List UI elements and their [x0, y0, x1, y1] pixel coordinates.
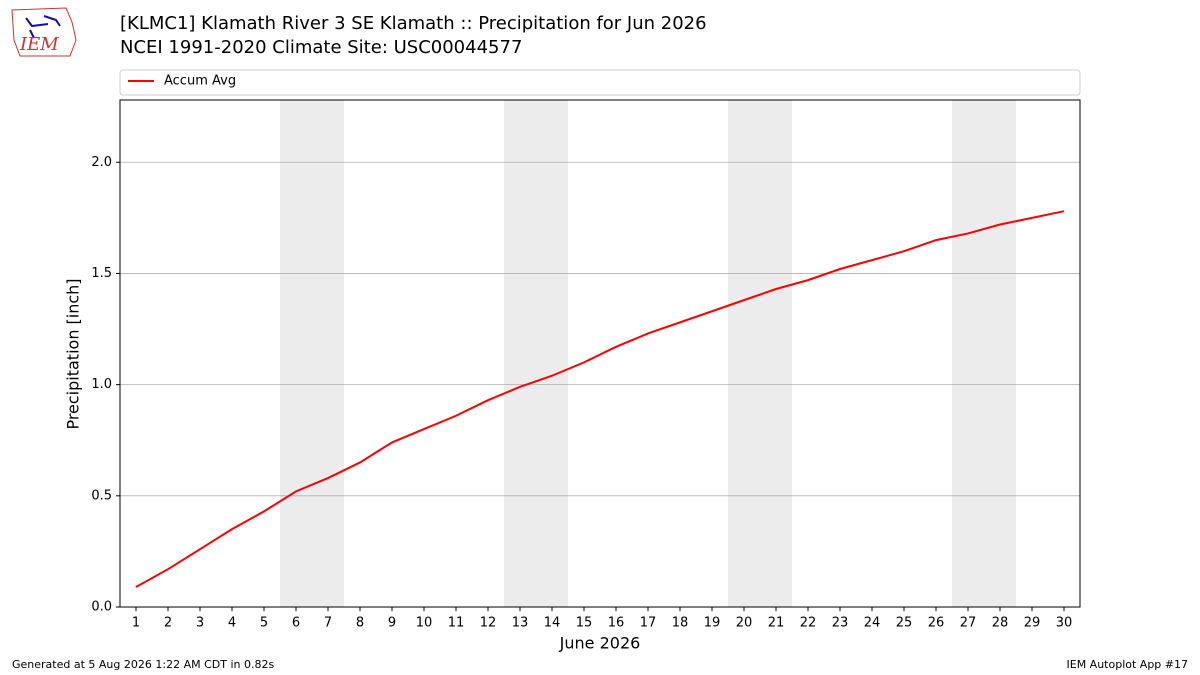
x-tick-label: 16 — [608, 616, 625, 631]
legend-box — [119, 69, 1081, 96]
footer-right: IEM Autoplot App #17 — [1067, 658, 1189, 671]
logo: IEM — [11, 7, 77, 57]
x-tick-label: 20 — [736, 616, 753, 631]
x-tick-label: 2 — [164, 616, 172, 631]
x-tick-label: 15 — [576, 616, 593, 631]
x-tick-label: 4 — [228, 616, 236, 631]
y-tick-label: 2.0 — [91, 155, 112, 170]
footer-left: Generated at 5 Aug 2026 1:22 AM CDT in 0… — [12, 658, 274, 671]
chart-subtitle: NCEI 1991-2020 Climate Site: USC00044577 — [120, 37, 522, 58]
x-tick-label: 1 — [132, 616, 140, 631]
x-tick-label: 7 — [324, 616, 332, 631]
x-tick-label: 6 — [292, 616, 300, 631]
x-tick-label: 25 — [896, 616, 913, 631]
y-axis-label: Precipitation [inch] — [64, 278, 83, 429]
x-tick-label: 24 — [864, 616, 881, 631]
x-tick-label: 28 — [992, 616, 1009, 631]
x-tick-label: 29 — [1024, 616, 1041, 631]
weekend-band — [280, 100, 344, 607]
y-tick-label: 0.5 — [91, 488, 112, 503]
x-tick-label: 10 — [416, 616, 433, 631]
x-tick-label: 8 — [356, 616, 364, 631]
x-tick-label: 27 — [960, 616, 977, 631]
y-tick-label: 0.0 — [91, 600, 112, 615]
x-tick-label: 9 — [388, 616, 396, 631]
x-tick-label: 30 — [1056, 616, 1073, 631]
x-tick-label: 23 — [832, 616, 849, 631]
x-tick-label: 21 — [768, 616, 785, 631]
x-tick-label: 13 — [512, 616, 529, 631]
x-tick-label: 18 — [672, 616, 689, 631]
x-tick-label: 12 — [480, 616, 497, 631]
x-tick-label: 19 — [704, 616, 721, 631]
weekend-band — [504, 100, 568, 607]
legend-label: Accum Avg — [164, 74, 236, 89]
plot-frame — [119, 99, 1081, 608]
weekend-band — [728, 100, 792, 607]
x-tick-label: 17 — [640, 616, 657, 631]
logo-text: IEM — [19, 34, 59, 55]
x-tick-label: 14 — [544, 616, 561, 631]
y-tick-label: 1.5 — [91, 266, 112, 281]
x-tick-label: 22 — [800, 616, 817, 631]
y-tick-label: 1.0 — [91, 377, 112, 392]
x-tick-label: 26 — [928, 616, 945, 631]
series-line — [135, 210, 1065, 588]
x-axis-label: June 2026 — [559, 634, 641, 653]
x-tick-label: 3 — [196, 616, 204, 631]
x-tick-label: 11 — [448, 616, 465, 631]
x-tick-label: 5 — [260, 616, 268, 631]
weekend-band — [952, 100, 1016, 607]
chart-title: [KLMC1] Klamath River 3 SE Klamath :: Pr… — [120, 13, 707, 34]
